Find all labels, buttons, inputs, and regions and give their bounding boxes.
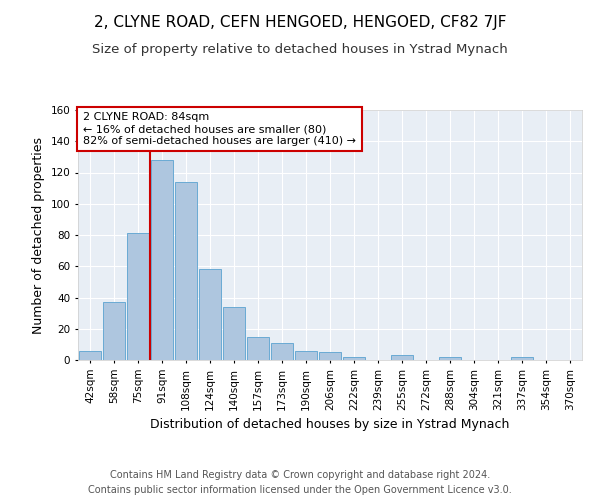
Text: 2 CLYNE ROAD: 84sqm
← 16% of detached houses are smaller (80)
82% of semi-detach: 2 CLYNE ROAD: 84sqm ← 16% of detached ho… xyxy=(83,112,356,146)
Text: Contains HM Land Registry data © Crown copyright and database right 2024.: Contains HM Land Registry data © Crown c… xyxy=(110,470,490,480)
Bar xyxy=(439,357,461,360)
Bar xyxy=(343,357,365,360)
Bar xyxy=(391,356,413,360)
Bar xyxy=(79,350,101,360)
X-axis label: Distribution of detached houses by size in Ystrad Mynach: Distribution of detached houses by size … xyxy=(151,418,509,431)
Bar xyxy=(151,160,173,360)
Text: 2, CLYNE ROAD, CEFN HENGOED, HENGOED, CF82 7JF: 2, CLYNE ROAD, CEFN HENGOED, HENGOED, CF… xyxy=(94,15,506,30)
Bar xyxy=(295,350,317,360)
Bar xyxy=(199,270,221,360)
Y-axis label: Number of detached properties: Number of detached properties xyxy=(32,136,45,334)
Bar xyxy=(127,234,149,360)
Bar xyxy=(319,352,341,360)
Bar xyxy=(511,357,533,360)
Text: Contains public sector information licensed under the Open Government Licence v3: Contains public sector information licen… xyxy=(88,485,512,495)
Text: Size of property relative to detached houses in Ystrad Mynach: Size of property relative to detached ho… xyxy=(92,42,508,56)
Bar xyxy=(175,182,197,360)
Bar xyxy=(103,302,125,360)
Bar xyxy=(223,307,245,360)
Bar xyxy=(271,343,293,360)
Bar xyxy=(247,336,269,360)
